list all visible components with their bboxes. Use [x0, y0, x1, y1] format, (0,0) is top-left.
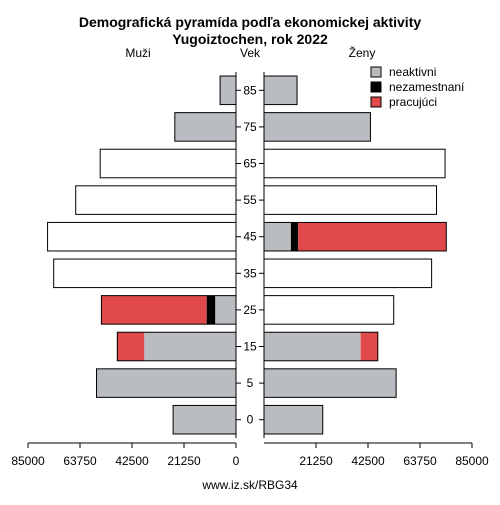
legend-swatch-pracujuci — [370, 96, 382, 108]
x-tick-label-2: 42500 — [115, 454, 149, 468]
age-label-15: 15 — [243, 340, 257, 354]
bar-women-15-neaktivni — [264, 332, 361, 361]
bar-men-55-unsplit — [75, 185, 236, 215]
age-label-45: 45 — [243, 230, 257, 244]
x-tick-label-7: 63750 — [403, 454, 437, 468]
age-label-75: 75 — [243, 120, 257, 134]
age-label-5: 5 — [247, 376, 254, 390]
legend-swatch-neaktivni — [370, 66, 382, 78]
bar-men-25-pracujuci — [101, 295, 207, 325]
bar-women-35-unsplit — [264, 259, 432, 288]
legend-label-pracujuci: pracujúci — [389, 95, 437, 109]
bar-men-25-nezamestnani — [206, 295, 216, 325]
age-label-25: 25 — [243, 303, 257, 317]
bar-men-75-neaktivni — [174, 112, 236, 142]
source-label: www.iz.sk/RBG34 — [201, 478, 298, 492]
bar-women-55-unsplit — [264, 185, 437, 215]
bar-women-0-neaktivni — [264, 405, 323, 434]
bar-women-45-pracujuci — [298, 222, 447, 251]
x-tick-label-1: 63750 — [63, 454, 97, 468]
bar-men-35-unsplit — [53, 259, 236, 288]
bar-women-85-neaktivni — [264, 76, 298, 105]
x-tick-label-3: 21250 — [167, 454, 201, 468]
chart-title: Demografická pyramída podľa ekonomickej … — [79, 14, 422, 30]
bars-layer — [47, 75, 447, 435]
age-label-0: 0 — [247, 413, 254, 427]
bar-men-25-neaktivni — [215, 295, 236, 325]
bar-women-75-neaktivni — [264, 112, 371, 142]
x-tick-label-4: 0 — [233, 454, 240, 468]
age-label-35: 35 — [243, 266, 257, 280]
age-axis-label: Vek — [240, 46, 261, 60]
chart-subtitle: Yugoiztochen, rok 2022 — [172, 31, 328, 47]
age-label-65: 65 — [243, 157, 257, 171]
legend-label-neaktivni: neaktivni — [389, 65, 436, 79]
bar-men-15-neaktivni — [144, 332, 236, 361]
bar-women-25-unsplit — [264, 295, 394, 325]
legend-label-nezamestnani: nezamestnaní — [389, 80, 465, 94]
bar-men-85-neaktivni — [220, 76, 236, 105]
men-label: Muži — [125, 46, 150, 60]
bar-men-0-neaktivni — [173, 405, 236, 434]
bar-men-65-unsplit — [100, 149, 236, 178]
x-tick-label-0: 85000 — [11, 454, 45, 468]
bar-men-15-pracujuci — [117, 332, 145, 361]
bar-men-45-unsplit — [47, 222, 236, 251]
x-tick-label-6: 42500 — [351, 454, 385, 468]
bar-women-45-neaktivni — [264, 222, 291, 251]
x-tick-label-5: 21250 — [299, 454, 333, 468]
x-tick-label-8: 85000 — [455, 454, 489, 468]
legend-swatch-nezamestnani — [370, 81, 382, 93]
bar-women-45-nezamestnani — [290, 222, 299, 251]
axes-layer: 0 5 15 25 35 45 55 65 75 85 85000 63750 42500 21250 0 2… — [11, 72, 489, 468]
bar-women-65-unsplit — [264, 149, 446, 178]
age-label-85: 85 — [243, 83, 257, 97]
bar-men-5-neaktivni — [96, 368, 237, 398]
women-label: Ženy — [349, 45, 376, 60]
bar-women-5-neaktivni — [264, 368, 397, 398]
age-label-55: 55 — [243, 193, 257, 207]
bar-women-15-pracujuci — [360, 332, 378, 361]
